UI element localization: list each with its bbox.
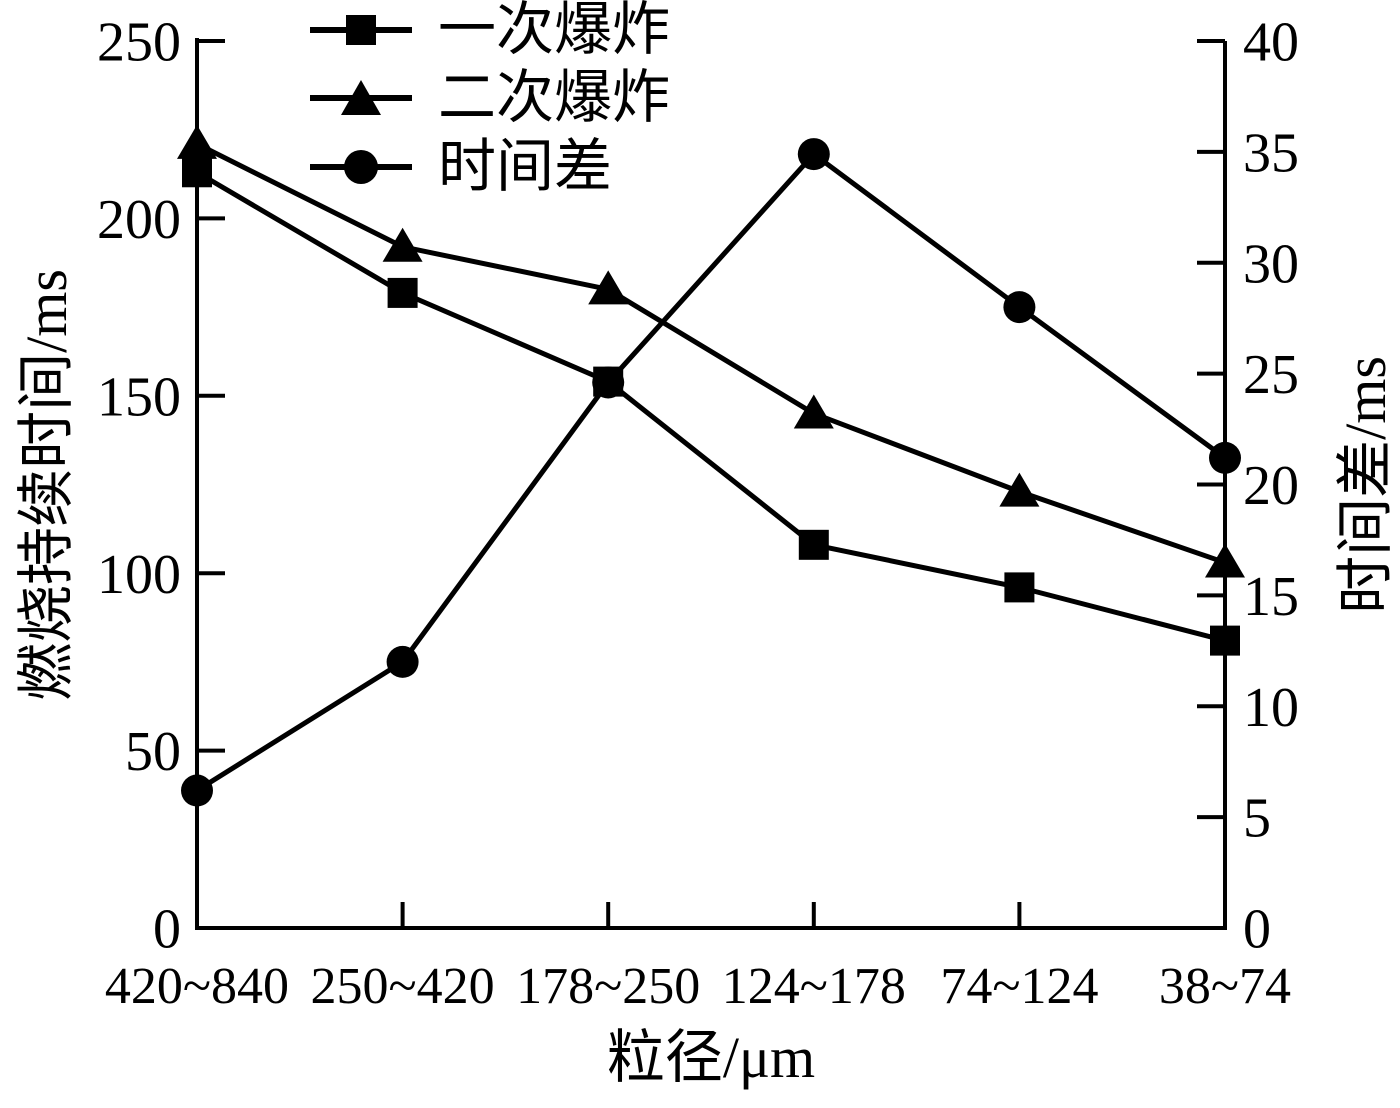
right-axis-tick-label: 30 <box>1243 233 1299 295</box>
series-line-square <box>195 170 1226 644</box>
left-axis-tick-label: 150 <box>97 366 181 428</box>
data-point-circle <box>386 645 419 678</box>
data-point-triangle <box>588 270 629 305</box>
right-axis-tick-label: 5 <box>1243 788 1271 850</box>
series-line-circle <box>195 150 1227 793</box>
legend-square-marker-icon <box>310 15 412 45</box>
left-axis-tick-label: 50 <box>125 721 181 783</box>
data-point-circle <box>797 138 830 171</box>
right-axis-tick-label: 40 <box>1243 12 1299 74</box>
right-axis-tick-label: 35 <box>1243 122 1299 184</box>
data-point-circle <box>181 774 213 807</box>
legend-label: 二次爆炸 <box>438 65 671 130</box>
right-axis-tick-label: 0 <box>1243 899 1271 961</box>
data-point-circle <box>1003 291 1036 324</box>
data-point-triangle <box>1205 543 1245 578</box>
x-axis-category-label: 178~250 <box>516 958 700 1015</box>
x-axis-title: 粒径/μm <box>606 1025 816 1090</box>
legend-circle-marker-icon <box>310 150 412 184</box>
data-point-triangle <box>793 394 834 429</box>
data-point-square <box>798 529 829 560</box>
legend-item-time-difference: 时间差 <box>310 138 612 196</box>
data-point-triangle <box>177 124 217 159</box>
left-axis-tick-label: 250 <box>97 12 181 74</box>
legend-item-first-explosion: 一次爆炸 <box>310 1 670 59</box>
data-point-square <box>1004 572 1035 603</box>
right-axis-tick-label: 20 <box>1243 455 1299 517</box>
x-axis-category-label: 250~420 <box>311 958 495 1015</box>
legend-item-second-explosion: 二次爆炸 <box>310 69 670 127</box>
data-point-circle <box>1209 441 1241 474</box>
x-axis-category-label: 38~74 <box>1159 958 1291 1015</box>
legend-label: 一次爆炸 <box>438 0 671 62</box>
right-axis-title: 时间差/ms <box>1333 356 1398 614</box>
data-point-triangle <box>999 472 1040 507</box>
left-axis-tick-label: 200 <box>97 189 181 251</box>
x-axis-category-label: 124~178 <box>722 958 906 1015</box>
data-point-square <box>182 157 212 188</box>
left-axis-tick-label: 100 <box>97 544 181 606</box>
right-axis-tick-label: 10 <box>1243 677 1299 739</box>
data-point-triangle <box>382 227 423 262</box>
right-axis-tick-label: 25 <box>1243 344 1299 406</box>
data-point-circle <box>592 366 625 399</box>
legend-label: 时间差 <box>438 134 613 199</box>
x-axis-category-label: 420~840 <box>105 958 289 1015</box>
left-axis-title: 燃烧持续时间/ms <box>14 269 79 701</box>
data-point-square <box>1210 625 1240 656</box>
series-line-triangle <box>195 141 1226 565</box>
right-axis-tick-label: 15 <box>1243 566 1299 628</box>
left-axis-tick-label: 0 <box>153 899 181 961</box>
legend-triangle-marker-icon <box>310 80 412 115</box>
x-axis-category-label: 74~124 <box>940 958 1098 1015</box>
data-point-square <box>387 277 418 308</box>
